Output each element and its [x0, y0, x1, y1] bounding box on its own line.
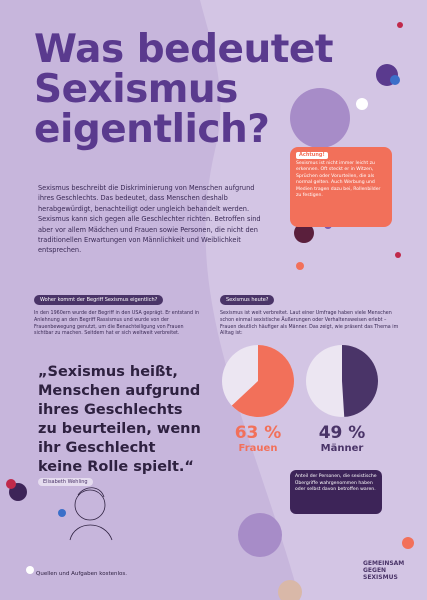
pie-slice	[342, 345, 379, 417]
title: Was bedeutet Sexismus eigentlich?	[34, 30, 333, 150]
title-line: Was bedeutet	[34, 27, 333, 72]
circle	[6, 479, 16, 489]
circle	[58, 509, 66, 517]
circle	[397, 22, 403, 28]
logo-line: GEMEINSAM	[363, 560, 405, 567]
circle	[26, 566, 34, 574]
notice-heading: Achtung!	[296, 152, 328, 159]
percent-label: 63 %	[234, 423, 282, 443]
notice-box: Achtung! Sexismus ist nicht immer leicht …	[290, 147, 392, 227]
quote-line: „Sexismus heißt,	[38, 364, 178, 380]
quote-author: Elisabeth Wehling	[38, 478, 93, 486]
circle	[390, 75, 400, 85]
section: Sexismus heute? Sexismus ist weit verbrei…	[220, 286, 400, 338]
logo-line: SEXISMUS	[363, 574, 398, 581]
logo: GEMEINSAM GEGEN SEXISMUS	[363, 560, 404, 581]
sources: Quellen und Aufgaben kostenlos.	[36, 571, 127, 577]
quote-line: ihres Geschlechts	[38, 402, 183, 418]
callout: Anteil der Personen, die sexistische Übe…	[290, 470, 382, 514]
circle	[356, 98, 368, 110]
circle	[290, 88, 350, 148]
quote-line: ihr Geschlecht	[38, 440, 156, 456]
circle	[278, 580, 302, 600]
quote: „Sexismus heißt, Menschen aufgrund ihres G…	[38, 363, 201, 477]
circle	[238, 513, 282, 557]
section-heading: Woher kommt der Begriff Sexismus eigentl…	[34, 295, 164, 305]
pie-slice	[231, 345, 294, 417]
circle	[296, 262, 304, 270]
title-line: Sexismus	[34, 67, 238, 112]
group-label: Frauen	[238, 443, 278, 454]
circle	[395, 252, 401, 258]
section-text: In den 1960ern wurde der Begriff in den …	[34, 311, 199, 337]
logo-line: GEGEN	[363, 567, 387, 574]
quote-line: Menschen aufgrund	[38, 383, 201, 399]
quote-line: zu beurteilen, wenn	[38, 421, 201, 437]
circle	[294, 223, 314, 243]
group-label: Männer	[320, 443, 364, 454]
section-text: Sexismus ist weit verbreitet. Laut einer…	[220, 311, 399, 337]
quote-line: keine Rolle spielt.“	[38, 459, 194, 475]
circle	[402, 537, 414, 549]
notice-text: Sexismus ist nicht immer leicht zu erken…	[296, 160, 381, 199]
section: Woher kommt der Begriff Sexismus eigentl…	[34, 286, 204, 338]
percent-label: 49 %	[318, 423, 366, 443]
title-line: eigentlich?	[34, 107, 270, 152]
section-heading: Sexismus heute?	[220, 295, 275, 305]
intro-text: Sexismus beschreibt die Diskriminierung …	[38, 184, 261, 255]
portrait-sketch	[69, 487, 113, 541]
